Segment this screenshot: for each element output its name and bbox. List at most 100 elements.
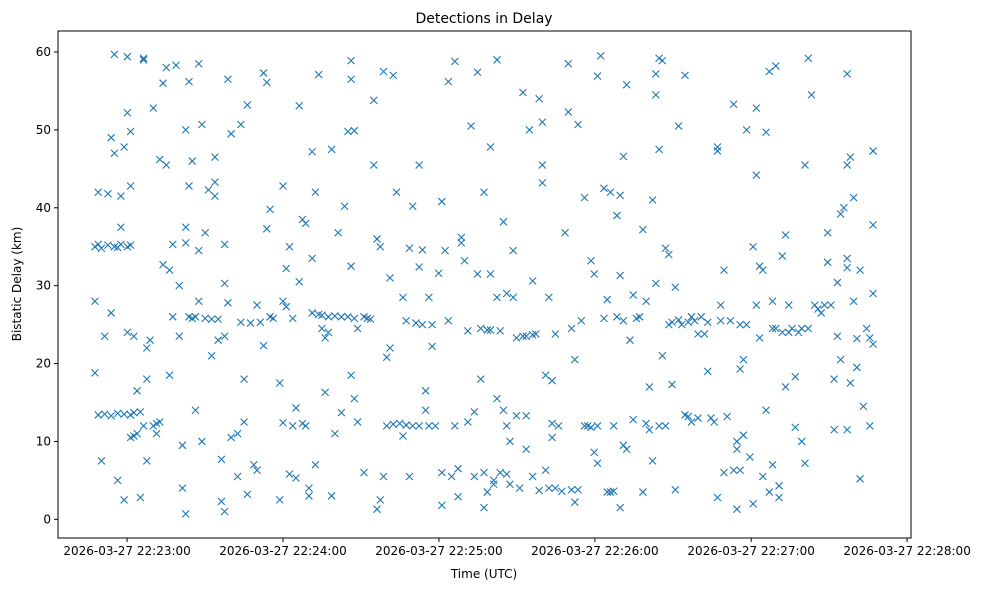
data-point <box>603 488 612 496</box>
data-point <box>139 421 148 430</box>
data-point <box>512 333 521 342</box>
data-point <box>308 309 317 317</box>
data-point <box>642 297 651 306</box>
data-point <box>603 295 612 304</box>
data-point <box>220 507 229 516</box>
data-point <box>447 472 456 481</box>
data-point <box>373 235 381 243</box>
data-point <box>713 493 722 502</box>
data-point <box>629 291 638 299</box>
data-point <box>869 340 877 348</box>
data-point <box>564 108 573 116</box>
data-point <box>502 289 511 298</box>
data-point <box>249 460 258 469</box>
data-point <box>107 133 116 142</box>
data-point <box>635 312 644 321</box>
data-point <box>311 460 320 469</box>
data-point <box>655 421 663 430</box>
data-point <box>677 320 686 329</box>
data-point <box>862 324 871 333</box>
data-point <box>172 61 180 70</box>
data-point <box>762 128 770 137</box>
data-point <box>638 488 647 496</box>
data-point <box>671 283 680 292</box>
data-point <box>347 56 355 65</box>
data-point <box>525 126 534 134</box>
chart-title: Detections in Delay <box>415 11 552 27</box>
data-point <box>379 67 388 76</box>
data-point <box>752 301 761 310</box>
data-point <box>201 228 210 237</box>
data-point <box>544 484 553 493</box>
data-point <box>483 488 492 496</box>
data-point <box>613 211 621 220</box>
data-point <box>288 421 297 430</box>
data-point <box>509 293 518 302</box>
data-point <box>129 432 138 440</box>
data-point <box>408 202 417 211</box>
data-point <box>755 333 764 342</box>
data-point <box>142 375 151 384</box>
data-point <box>418 320 427 329</box>
data-point <box>259 341 268 350</box>
data-point <box>684 318 693 327</box>
data-point <box>830 375 839 384</box>
data-point <box>292 404 300 412</box>
data-point <box>94 411 103 419</box>
data-point <box>846 379 855 387</box>
data-point <box>570 355 579 364</box>
data-point <box>609 487 618 496</box>
data-point <box>758 266 767 274</box>
data-point <box>318 311 326 320</box>
data-point <box>771 324 780 333</box>
data-point <box>334 228 343 237</box>
data-point <box>369 161 378 169</box>
data-point <box>849 193 858 202</box>
data-point <box>801 161 809 169</box>
data-point <box>262 224 271 233</box>
data-point <box>136 407 145 416</box>
data-point <box>198 437 206 446</box>
data-point <box>483 326 492 334</box>
data-point <box>347 262 355 271</box>
data-point <box>113 476 122 485</box>
data-point <box>305 484 313 493</box>
data-point <box>428 320 437 329</box>
data-point <box>470 407 479 416</box>
data-point <box>366 315 375 324</box>
data-point <box>655 145 663 154</box>
data-point <box>784 301 793 310</box>
data-point <box>775 493 783 502</box>
plot-frame <box>57 30 912 539</box>
data-point <box>807 90 816 99</box>
data-point <box>389 71 398 80</box>
data-point <box>619 152 628 161</box>
data-point <box>736 466 745 475</box>
data-point <box>736 365 745 373</box>
data-point <box>240 375 248 384</box>
data-point <box>771 62 780 70</box>
data-point <box>768 324 777 333</box>
data-point <box>600 184 608 193</box>
data-point <box>502 421 511 430</box>
data-point <box>801 459 809 468</box>
data-point <box>580 421 589 430</box>
data-point <box>343 127 352 136</box>
data-point <box>389 420 398 429</box>
y-tick-label: 50 <box>36 123 51 137</box>
data-point <box>155 155 164 164</box>
data-point <box>298 419 307 428</box>
data-point <box>781 231 790 239</box>
data-point <box>330 312 339 320</box>
data-point <box>716 316 725 325</box>
data-point <box>775 481 783 490</box>
x-tick-label: 2026-03-27 22:28:00 <box>843 544 970 558</box>
data-point <box>710 418 719 426</box>
data-point <box>227 433 236 442</box>
data-point <box>266 205 274 214</box>
data-point <box>223 75 232 84</box>
data-point <box>473 68 482 77</box>
data-point <box>139 54 148 63</box>
data-point <box>733 437 741 446</box>
data-point <box>402 421 411 429</box>
